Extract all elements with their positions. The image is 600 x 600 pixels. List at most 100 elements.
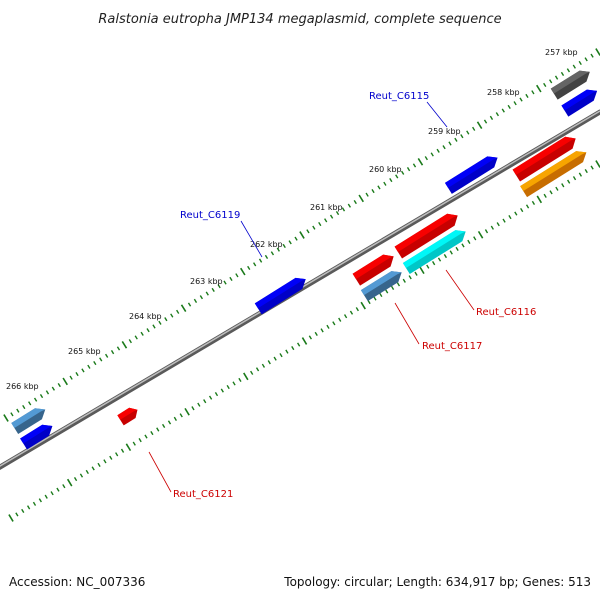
gene-arrow-red-261[interactable] [394, 213, 458, 259]
outer-scale-tick [45, 390, 50, 395]
inner-scale-tick [267, 360, 271, 365]
inner-scale-tick [567, 179, 571, 184]
outer-scale-tick [264, 254, 269, 260]
inner-scale-tick [8, 514, 14, 522]
gene-arrow-red-261-body[interactable] [394, 213, 458, 259]
outer-scale-tick [476, 121, 483, 130]
gene-arrow-reut-c6117[interactable] [360, 271, 402, 302]
inner-scale-tick [144, 434, 148, 439]
gene-arrow-orange-body[interactable] [520, 151, 587, 198]
outer-scale-tick [335, 210, 340, 216]
inner-scale-tick [26, 505, 31, 510]
gene-arrow-steelblue-266-body[interactable] [11, 408, 46, 435]
gene-arrow-reut-c6116[interactable] [402, 230, 466, 275]
inner-scale-tick [555, 186, 559, 191]
inner-scale-tick [332, 321, 336, 326]
inner-scale-tick [379, 292, 383, 298]
outer-scale-tick [252, 262, 257, 267]
inner-scale-tick [343, 314, 348, 319]
inner-scale-tick [373, 296, 377, 301]
gene-arrow-red-258[interactable] [512, 136, 576, 182]
gene-features [11, 70, 598, 450]
callout-line-reut-c6121 [148, 451, 172, 493]
inner-scale-tick [590, 165, 594, 170]
inner-scale-tick [502, 218, 506, 223]
gene-arrow-blue-266-body[interactable] [20, 424, 53, 450]
inner-scale-tick [308, 335, 313, 340]
gene-arrow-blue-266[interactable] [20, 424, 53, 450]
inner-scale-tick [255, 367, 260, 372]
inner-scale-tick [291, 346, 295, 351]
inner-scale-tick [203, 399, 207, 404]
inner-scale-tick [15, 512, 19, 517]
outer-scale-tick [57, 382, 61, 388]
gene-arrow-red-262-body[interactable] [352, 254, 394, 286]
gene-arrow-blue-257[interactable] [561, 89, 598, 117]
outer-scale-tick [140, 331, 144, 336]
inner-scale-tick [561, 183, 565, 188]
gene-arrow-gray[interactable] [550, 70, 590, 100]
outer-scale-tick [134, 335, 138, 340]
inner-scale-tick [109, 455, 113, 460]
inner-scale-tick [79, 473, 84, 478]
callout-line-reut-c6116 [445, 269, 475, 311]
scale-label-257kbp: 257 kbp [545, 48, 578, 57]
inner-scale-tick [508, 215, 512, 220]
gene-arrow-red-262[interactable] [352, 254, 394, 286]
gene-arrow-reut-c6115-bevel [444, 156, 498, 188]
outer-scale-tick [383, 181, 387, 186]
summary-text: Topology: circular; Length: 634,917 bp; … [283, 575, 591, 589]
gene-arrow-reut-c6121[interactable] [117, 407, 138, 426]
gene-label-reut-c6117[interactable]: Reut_C6117 [422, 341, 482, 352]
gene-arrow-reut-c6119[interactable] [254, 277, 306, 315]
outer-scale-tick [454, 137, 458, 142]
inner-scale-tick [232, 381, 236, 386]
inner-scale-tick [543, 193, 547, 198]
outer-scale-tick [176, 309, 180, 314]
outer-scale-tick [180, 304, 187, 313]
gene-arrow-blue-257-body[interactable] [561, 89, 598, 117]
outer-scale-tick [417, 157, 424, 166]
outer-scale-tick [306, 229, 310, 234]
inner-scale-tick [414, 271, 418, 276]
gene-label-reut-c6119[interactable]: Reut_C6119 [180, 210, 240, 221]
outer-scale-tick [584, 57, 588, 62]
outer-scale-tick [578, 60, 582, 66]
outer-scale-tick [299, 231, 305, 239]
gene-arrow-orange[interactable] [520, 151, 587, 198]
inner-scale-tick [443, 253, 448, 259]
outer-scale-tick [448, 141, 452, 146]
gene-arrow-reut-c6119-body[interactable] [254, 277, 306, 315]
outer-scale-tick [258, 258, 263, 263]
gene-arrow-reut-c6115-body[interactable] [444, 156, 498, 194]
inner-scale-tick [584, 169, 588, 174]
outer-scale-tick [288, 240, 292, 245]
gene-label-reut-c6115[interactable]: Reut_C6115 [369, 91, 429, 102]
outer-scale-tick [519, 97, 523, 102]
inner-scale-tick [179, 413, 183, 418]
gene-arrow-red-258-bevel [512, 136, 576, 175]
outer-scale-tick [554, 75, 559, 80]
inner-scale-tick [115, 452, 119, 457]
gene-arrow-gray-body[interactable] [550, 70, 590, 100]
outer-scale-tick [87, 364, 91, 369]
gene-arrow-reut-c6115[interactable] [444, 156, 498, 194]
outer-scale-tick [525, 93, 529, 98]
gene-arrow-reut-c6117-body[interactable] [360, 271, 402, 302]
gene-arrow-red-258-body[interactable] [512, 136, 576, 182]
outer-scale-tick [400, 170, 405, 175]
gene-arrow-steelblue-266[interactable] [11, 408, 46, 435]
gene-label-reut-c6116[interactable]: Reut_C6116 [476, 307, 536, 318]
callout-line-reut-c6117 [394, 302, 420, 345]
inner-scale-tick [38, 498, 42, 503]
outer-scale-tick [93, 361, 97, 366]
inner-scale-tick [367, 299, 371, 305]
outer-scale-tick [543, 82, 547, 88]
outer-scale-tick [75, 372, 79, 377]
gene-label-reut-c6121[interactable]: Reut_C6121 [173, 489, 233, 500]
gene-arrow-reut-c6116-body[interactable] [402, 230, 466, 275]
inner-scale-tick [572, 176, 577, 181]
inner-scale-tick [549, 190, 553, 195]
inner-scale-tick [32, 501, 37, 506]
inner-scale-tick [426, 264, 430, 269]
